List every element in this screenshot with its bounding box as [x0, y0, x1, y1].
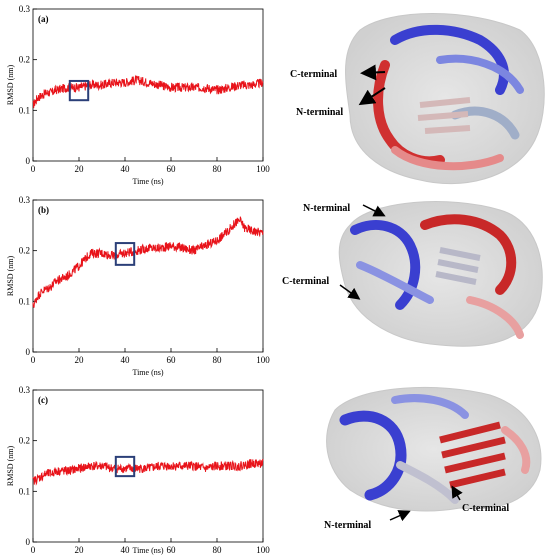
y-axis-title: RMSD (nm): [6, 65, 15, 106]
c-terminal-arrow: [451, 485, 463, 501]
y-ticks: 0 0.1 0.2 0.3: [19, 385, 37, 547]
x-tick-label: 0: [31, 545, 36, 555]
y-tick-label: 0: [26, 537, 31, 547]
x-ticks: 0 20 40 60 80 100: [31, 348, 270, 365]
y-tick-label: 0.3: [19, 195, 31, 205]
n-terminal-label: N-terminal: [324, 520, 371, 531]
x-axis-title: Time (ns): [132, 546, 163, 555]
series-line: [32, 74, 264, 109]
helix-blue: [339, 410, 407, 501]
n-terminal-arrow: [389, 510, 411, 522]
x-tick-label: 0: [31, 355, 36, 365]
n-terminal-label: N-terminal: [303, 203, 350, 214]
x-tick-label: 80: [213, 545, 223, 555]
chart-panel-b: (b) 0 20 40 60 80 100 0 0.1 0.2 0.3 Time (ns) RM…: [6, 195, 270, 377]
series-line: [32, 458, 264, 486]
x-tick-label: 40: [121, 355, 131, 365]
x-tick-label: 20: [75, 545, 85, 555]
x-tick-label: 100: [256, 545, 270, 555]
y-tick-label: 0.1: [19, 486, 30, 496]
n-terminal-arrow: [362, 204, 386, 217]
chart-panel-a: (a) 0 20 40 60 80 100 0 0.1 0.2 0.3 Time (ns) RM…: [6, 4, 270, 186]
x-tick-label: 40: [121, 164, 131, 174]
x-ticks: 0 20 40 60 80 100: [31, 538, 270, 555]
x-tick-label: 60: [167, 355, 177, 365]
n-terminal-label: N-terminal: [296, 107, 343, 118]
molecular-surface: [326, 386, 542, 512]
panel-label: (a): [38, 14, 49, 24]
y-axis-title: RMSD (nm): [6, 256, 15, 297]
n-terminal-arrow: [358, 87, 386, 106]
sheet-grey: [435, 247, 481, 285]
sheet-red: [439, 421, 506, 489]
panel-label: (c): [38, 395, 48, 405]
x-tick-label: 20: [75, 164, 85, 174]
y-tick-label: 0.2: [19, 436, 30, 446]
x-tick-label: 60: [167, 545, 177, 555]
x-tick-label: 20: [75, 355, 85, 365]
series-line: [32, 216, 264, 308]
helix-red-light: [391, 146, 504, 171]
protein-structure-b: N-terminal C-terminal: [282, 201, 543, 347]
y-ticks: 0 0.1 0.2 0.3: [19, 4, 37, 166]
c-terminal-label: C-terminal: [462, 503, 509, 514]
chart-panel-c: (c) 0 20 40 60 80 100 0 0.1 0.2 0.3 Time (ns) RM…: [6, 385, 270, 555]
helix-pink: [501, 426, 531, 474]
y-axis-title: RMSD (nm): [6, 446, 15, 487]
helix-red: [420, 214, 517, 295]
x-axis-title: Time (ns): [132, 177, 163, 186]
x-ticks: 0 20 40 60 80 100: [31, 157, 270, 174]
protein-structure-a: C-terminal N-terminal: [290, 13, 545, 185]
x-tick-label: 80: [213, 355, 223, 365]
y-tick-label: 0.1: [19, 296, 30, 306]
y-ticks: 0 0.1 0.2 0.3: [19, 195, 37, 357]
x-axis-title: Time (ns): [132, 368, 163, 377]
y-tick-label: 0: [26, 156, 31, 166]
helix-grey: [396, 461, 459, 504]
helix-blue-light: [436, 54, 524, 94]
highlight-box: [114, 242, 136, 266]
y-tick-label: 0.2: [19, 55, 30, 65]
helix-blue-light: [356, 261, 434, 304]
x-tick-label: 0: [31, 164, 36, 174]
y-tick-label: 0: [26, 347, 31, 357]
y-tick-label: 0.1: [19, 105, 30, 115]
y-tick-label: 0.3: [19, 4, 31, 14]
x-tick-label: 100: [256, 164, 270, 174]
panel-label: (b): [38, 205, 49, 215]
c-terminal-label: C-terminal: [290, 69, 337, 80]
x-tick-label: 80: [213, 164, 223, 174]
highlight-box: [68, 79, 90, 102]
sheet-pale: [417, 97, 471, 134]
y-tick-label: 0.3: [19, 385, 31, 395]
x-tick-label: 40: [121, 545, 131, 555]
helix-pink: [466, 296, 524, 339]
highlight-box: [114, 455, 136, 478]
x-tick-label: 60: [167, 164, 177, 174]
y-tick-label: 0.2: [19, 246, 30, 256]
c-terminal-arrow: [339, 284, 361, 300]
protein-structure-c: N-terminal C-terminal: [324, 386, 542, 531]
c-terminal-label: C-terminal: [282, 276, 329, 287]
x-tick-label: 100: [256, 355, 270, 365]
helix-blue-light: [391, 394, 469, 419]
c-terminal-arrow: [360, 64, 386, 81]
